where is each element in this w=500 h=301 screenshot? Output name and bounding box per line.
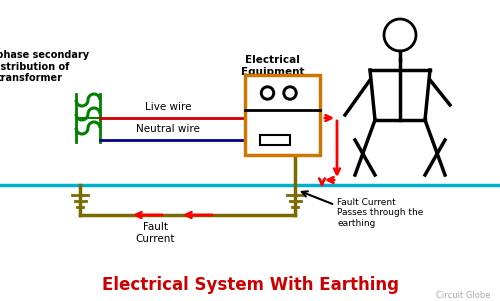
Circle shape: [384, 19, 416, 51]
Text: Electrical System With Earthing: Electrical System With Earthing: [102, 276, 399, 294]
Circle shape: [286, 89, 294, 97]
Text: Fault
Current: Fault Current: [135, 222, 175, 244]
Text: Neutral wire: Neutral wire: [136, 124, 200, 134]
Bar: [260, 135, 290, 145]
Text: Live wire: Live wire: [145, 102, 191, 112]
Text: Electrical
Equipment: Electrical Equipment: [241, 55, 304, 76]
Text: Fault Current
Passes through the
earthing: Fault Current Passes through the earthin…: [337, 198, 424, 228]
Circle shape: [260, 86, 274, 100]
Circle shape: [283, 86, 297, 100]
Text: Circuit Globe: Circuit Globe: [436, 291, 490, 300]
Bar: [245, 75, 320, 155]
Text: One phase secondary
distribution of
transformer: One phase secondary distribution of tran…: [0, 50, 89, 83]
Circle shape: [264, 89, 272, 97]
